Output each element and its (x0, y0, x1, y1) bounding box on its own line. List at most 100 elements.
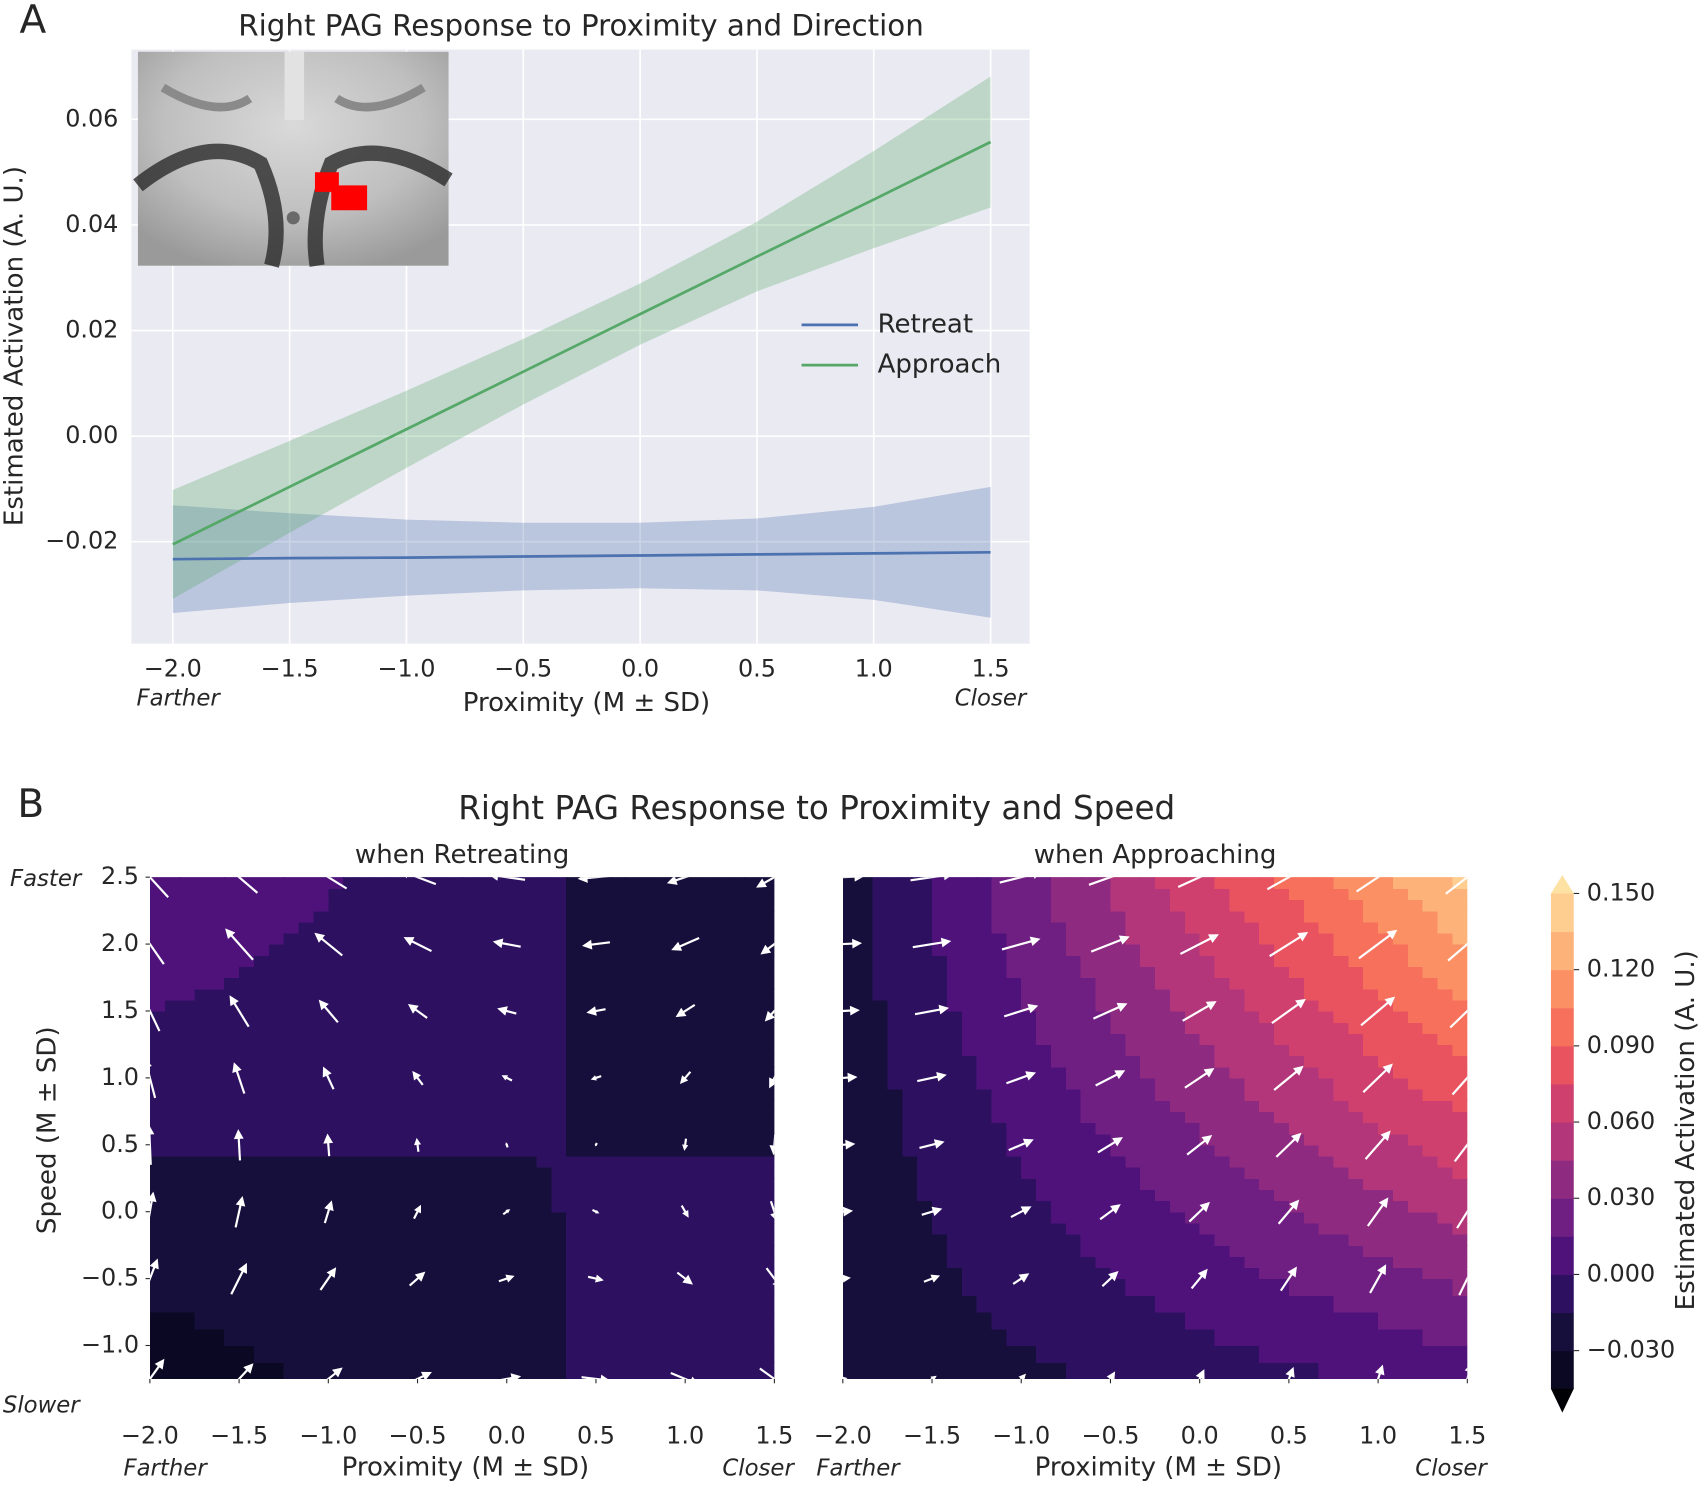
contour-cell (670, 888, 686, 901)
contour-cell (932, 1233, 948, 1246)
contour-cell (417, 877, 434, 889)
contour-cell (1244, 1155, 1260, 1168)
contour-cell (313, 1089, 329, 1101)
contour-cell (610, 1278, 627, 1296)
contour-cell (506, 932, 523, 945)
arrow-head (1114, 1070, 1126, 1080)
contour-cell (209, 944, 225, 956)
colorbar-band (1550, 1274, 1574, 1314)
contour-cell (1392, 1155, 1409, 1168)
contour-cell (655, 1033, 671, 1046)
arrow-shaft (583, 877, 608, 880)
contour-cell (1214, 1345, 1231, 1363)
contour-cell (224, 1055, 240, 1068)
contour-cell (670, 1066, 686, 1079)
contour-cell (744, 1312, 761, 1330)
contour-cell (1021, 1022, 1037, 1034)
contour-cell (1006, 1328, 1022, 1347)
contour-cell (1407, 1312, 1424, 1330)
contour-cell (209, 955, 225, 968)
contour-cell (224, 988, 240, 1001)
contour-cell (1169, 1245, 1186, 1257)
contour-cell (857, 944, 874, 956)
quiver-arrow (1273, 1065, 1304, 1091)
contour-cell (372, 932, 389, 945)
contour-cell (268, 944, 285, 956)
contour-cell (149, 1312, 166, 1330)
arrow-head (1295, 998, 1306, 1009)
contour-cell (744, 988, 761, 1001)
contour-cell (1184, 1155, 1201, 1168)
contour-cell (595, 888, 612, 901)
contour-cell (625, 1033, 642, 1046)
contour-cell (872, 1295, 889, 1313)
contour-cell (1125, 932, 1141, 945)
contour-cell (581, 1256, 597, 1269)
contour-cell (1080, 988, 1097, 1001)
arrow-shaft (408, 938, 432, 953)
contour-cell (358, 1345, 374, 1363)
contour-cell (655, 910, 671, 923)
contour-cell (313, 1022, 329, 1034)
contour-cell (872, 1044, 889, 1057)
quiver-arrow (842, 1274, 851, 1283)
contour-cell (1229, 1189, 1245, 1202)
contour-cell (991, 1155, 1008, 1168)
contour-cell (491, 1122, 508, 1135)
contour-cell (1452, 1133, 1468, 1146)
contour-cell (1110, 1055, 1126, 1068)
contour-cell (1378, 1010, 1394, 1023)
contour-cell (268, 1100, 285, 1112)
contour-cell (1125, 1167, 1141, 1179)
contour-cell (417, 1328, 434, 1347)
contour-cell (1169, 1189, 1186, 1202)
contour-cell (976, 1328, 993, 1347)
contour-cell (1452, 910, 1468, 923)
colorbar-band (1550, 1236, 1574, 1275)
contour-cell (328, 1295, 344, 1313)
contour-cell (1214, 921, 1231, 934)
contour-cell (462, 1222, 478, 1235)
contour-cell (1080, 1233, 1097, 1246)
quiver-arrow (230, 1262, 247, 1295)
contour-cell (491, 932, 508, 945)
contour-cell (313, 877, 329, 889)
contour-cell (1184, 988, 1201, 1001)
contour-cell (625, 988, 642, 1001)
contour-cell (1422, 1295, 1439, 1313)
contour-cell (872, 921, 889, 934)
contour-cell (343, 1211, 359, 1224)
contour-cell (491, 955, 508, 968)
contour-cell (194, 910, 211, 923)
contour-cell (640, 910, 657, 923)
contour-cell (1080, 1089, 1097, 1101)
contour-cell (253, 921, 270, 934)
contour-cell (179, 899, 196, 912)
contour-cell (1274, 1222, 1290, 1235)
contour-cell (491, 1211, 508, 1224)
arrow-shaft (237, 1366, 251, 1379)
contour-cell (1214, 1167, 1231, 1179)
contour-cell (1407, 1111, 1424, 1124)
arrow-shaft (230, 1267, 246, 1295)
contour-cell (857, 1167, 874, 1179)
contour-cell (595, 1167, 612, 1179)
contour-cell (343, 1044, 359, 1057)
contour-cell (164, 1144, 181, 1157)
quiver-arrow (318, 999, 339, 1024)
contour-cell (1110, 1044, 1126, 1057)
contour-cell (447, 955, 463, 968)
contour-cell (685, 955, 701, 968)
contour-cell (1199, 1222, 1216, 1235)
contour-cell (872, 1362, 889, 1379)
contour-cell (149, 888, 166, 901)
quiver-arrow (1269, 932, 1309, 958)
contour-cell (917, 1345, 933, 1363)
contour-cell (976, 999, 993, 1012)
contour-cell (1452, 1178, 1468, 1191)
contour-cell (1407, 1267, 1424, 1280)
arrow-head (232, 1062, 242, 1074)
contour-cell (714, 899, 731, 912)
contour-cell (946, 921, 963, 934)
contour-cell (1244, 1033, 1260, 1046)
